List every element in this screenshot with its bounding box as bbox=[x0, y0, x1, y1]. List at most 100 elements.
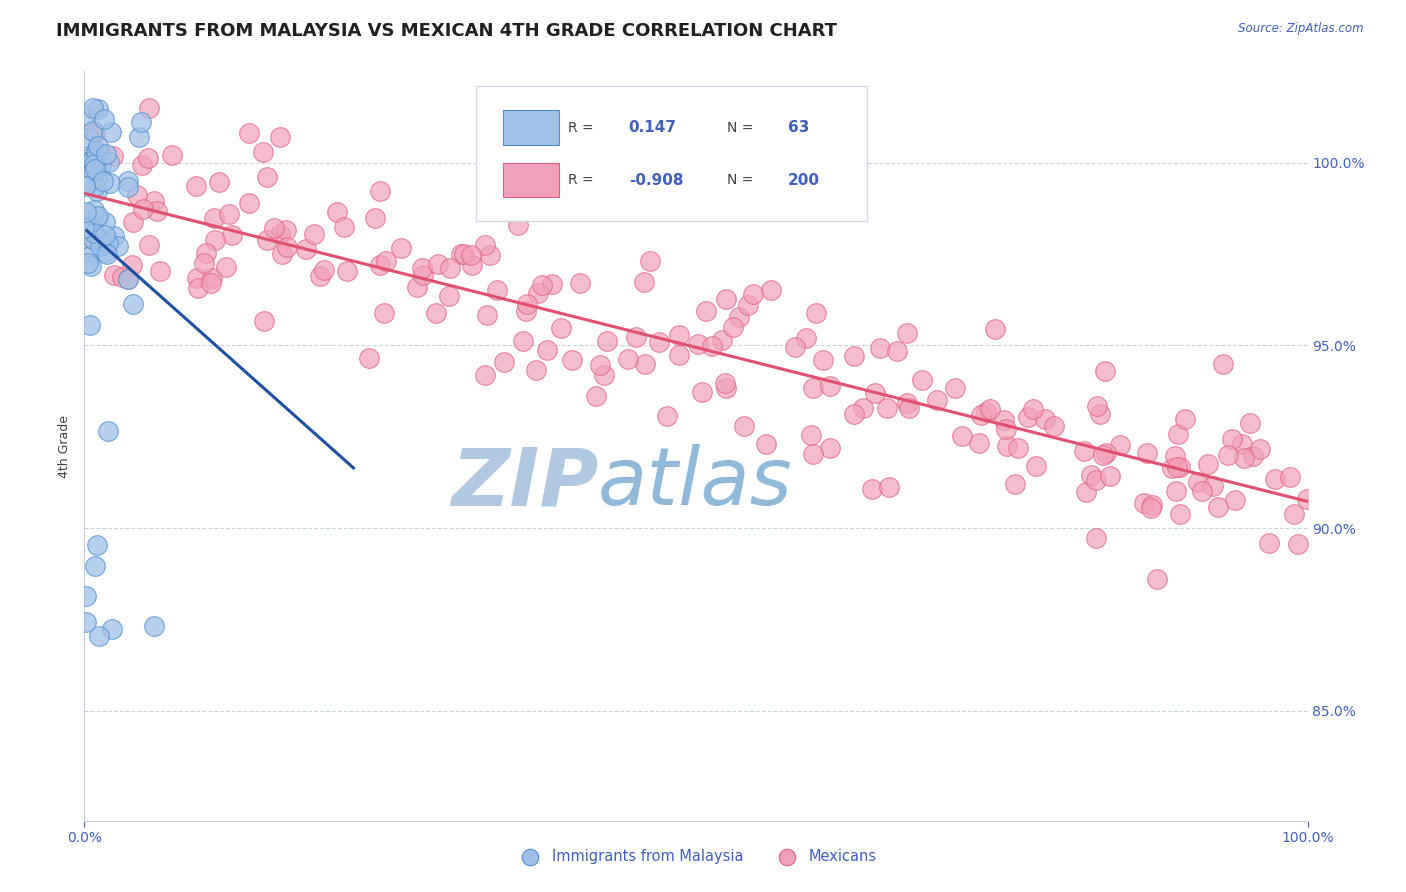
Point bbox=[1004, 477, 1026, 491]
Point bbox=[818, 442, 841, 456]
Point bbox=[93, 215, 115, 229]
Point bbox=[82, 101, 104, 115]
Text: N =: N = bbox=[727, 173, 754, 187]
Point bbox=[146, 204, 169, 219]
Point bbox=[208, 175, 231, 189]
Point bbox=[117, 272, 139, 286]
Point bbox=[1187, 475, 1209, 489]
Point bbox=[668, 348, 690, 362]
Point bbox=[474, 368, 496, 383]
Point bbox=[852, 401, 875, 415]
Point bbox=[695, 303, 717, 318]
Point bbox=[993, 413, 1015, 427]
Point bbox=[202, 211, 225, 226]
Point bbox=[75, 205, 97, 219]
Point bbox=[336, 264, 359, 278]
Point bbox=[561, 352, 583, 367]
Point bbox=[100, 125, 122, 139]
Point bbox=[979, 402, 1001, 417]
Point bbox=[263, 220, 285, 235]
Point bbox=[1223, 493, 1246, 508]
Point bbox=[1025, 458, 1047, 473]
Point bbox=[1230, 437, 1253, 451]
Point bbox=[714, 293, 737, 307]
Point bbox=[117, 179, 139, 194]
Point bbox=[276, 223, 298, 237]
Point bbox=[1007, 441, 1029, 455]
Point bbox=[427, 257, 450, 271]
Point bbox=[512, 334, 534, 349]
Point bbox=[995, 438, 1018, 452]
Point bbox=[886, 344, 908, 359]
Point bbox=[77, 219, 100, 233]
Text: 200: 200 bbox=[787, 172, 820, 187]
Point bbox=[450, 247, 472, 261]
Point bbox=[761, 283, 783, 297]
Point bbox=[374, 253, 396, 268]
Point bbox=[97, 424, 120, 438]
Point bbox=[755, 437, 778, 451]
Point bbox=[87, 102, 110, 116]
Point bbox=[256, 170, 278, 185]
Point bbox=[897, 401, 920, 415]
Point bbox=[84, 179, 107, 194]
Point bbox=[1080, 468, 1102, 483]
Point bbox=[101, 622, 124, 636]
Point bbox=[550, 320, 572, 334]
Point bbox=[478, 247, 501, 261]
Point bbox=[128, 130, 150, 145]
Point bbox=[1168, 459, 1191, 474]
Point bbox=[439, 261, 461, 276]
Point bbox=[256, 234, 278, 248]
Point bbox=[1239, 416, 1261, 430]
Point bbox=[87, 209, 110, 223]
Point bbox=[86, 538, 108, 552]
Text: IMMIGRANTS FROM MALAYSIA VS MEXICAN 4TH GRADE CORRELATION CHART: IMMIGRANTS FROM MALAYSIA VS MEXICAN 4TH … bbox=[56, 22, 837, 40]
Point bbox=[127, 188, 149, 202]
Point bbox=[1146, 572, 1168, 586]
Point bbox=[1095, 446, 1118, 460]
Point bbox=[925, 393, 948, 408]
Point bbox=[531, 277, 554, 292]
Point bbox=[295, 242, 318, 256]
Point bbox=[1140, 501, 1163, 516]
Point bbox=[84, 157, 107, 171]
Point bbox=[84, 558, 107, 573]
Point bbox=[143, 194, 166, 208]
Point bbox=[804, 306, 827, 320]
Point bbox=[515, 303, 537, 318]
Point bbox=[149, 264, 172, 278]
Point bbox=[527, 285, 550, 300]
Point bbox=[201, 270, 224, 285]
Point bbox=[325, 205, 347, 219]
Point bbox=[624, 330, 647, 344]
Point bbox=[1278, 469, 1301, 483]
Point bbox=[117, 174, 139, 188]
Point bbox=[132, 202, 155, 216]
Point bbox=[143, 619, 166, 633]
Point bbox=[77, 152, 100, 166]
Point bbox=[86, 153, 108, 167]
Point bbox=[121, 214, 143, 228]
Text: 0.147: 0.147 bbox=[628, 120, 676, 135]
Point bbox=[86, 184, 108, 198]
Point bbox=[221, 228, 243, 243]
Point bbox=[76, 155, 98, 169]
Point bbox=[405, 280, 427, 294]
Point bbox=[368, 258, 391, 272]
Point bbox=[1167, 426, 1189, 441]
Text: ZIP: ZIP bbox=[451, 444, 598, 523]
Point bbox=[82, 164, 104, 178]
Point bbox=[690, 385, 713, 400]
Point bbox=[1140, 498, 1163, 512]
Point bbox=[592, 368, 614, 382]
Point bbox=[950, 429, 973, 443]
Point bbox=[585, 389, 607, 403]
Point bbox=[82, 124, 104, 138]
Text: N =: N = bbox=[727, 120, 754, 135]
Point bbox=[1094, 364, 1116, 378]
Point bbox=[412, 268, 434, 283]
Point bbox=[1174, 412, 1197, 426]
Point bbox=[1197, 457, 1219, 471]
Point bbox=[184, 179, 207, 194]
